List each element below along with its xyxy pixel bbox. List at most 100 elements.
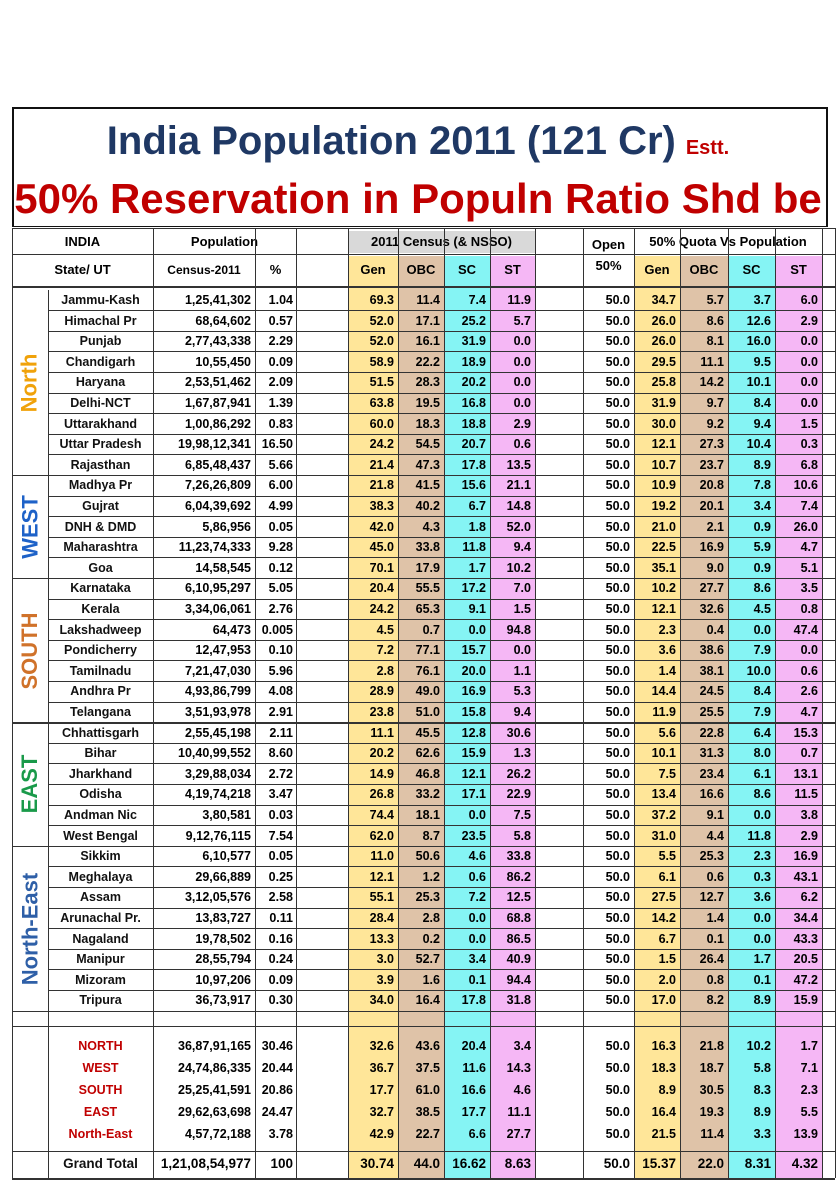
state-row-st: 0.6 — [490, 435, 535, 455]
state-row-st: 94.8 — [490, 620, 535, 641]
state-row-percent: 0.83 — [268, 416, 293, 431]
state-row-st: 7.0 — [490, 579, 535, 599]
state-row-obc: 41.5 — [398, 476, 444, 496]
state-row-qobc: 11.1 — [680, 352, 728, 373]
state-row-percent: 2.29 — [268, 334, 293, 349]
state-row-qgen: 31.0 — [634, 826, 680, 847]
state-row-st: 86.5 — [490, 929, 535, 950]
header-quota-sc: SC — [728, 256, 775, 284]
state-row-open: 50.0 — [583, 785, 634, 805]
summary-row-qgen: 21.5 — [634, 1125, 680, 1145]
state-row-st: 31.8 — [490, 991, 535, 1011]
state-row-percent: 0.10 — [268, 643, 293, 658]
state-row-name: Meghalaya — [68, 869, 133, 884]
column-fill-qsc — [728, 256, 775, 1178]
state-row-qobc: 4.4 — [680, 826, 728, 847]
summary-divider — [12, 1026, 835, 1027]
state-row-qobc: 0.4 — [680, 620, 728, 641]
state-row-population: 6,10,95,297 — [184, 581, 251, 596]
state-row-qsc: 8.6 — [728, 579, 775, 599]
column-fill-sc — [444, 256, 490, 1178]
row-divider — [48, 783, 835, 785]
state-row-qst: 34.4 — [775, 909, 822, 929]
grand-total-percent: 100 — [270, 1156, 293, 1171]
state-row-name: Punjab — [79, 334, 122, 349]
state-row-st: 13.5 — [490, 455, 535, 476]
state-row-population: 4,19,74,218 — [184, 787, 251, 802]
title-box — [12, 107, 828, 227]
state-row-name: Uttar Pradesh — [59, 437, 142, 452]
header-census-group: 2011 Census (& NSSO) — [348, 231, 535, 253]
column-divider — [444, 228, 445, 1178]
state-row-name: Odisha — [79, 787, 122, 802]
state-row-qobc: 27.3 — [680, 435, 728, 455]
state-row-open: 50.0 — [583, 373, 634, 393]
state-row-gen: 24.2 — [348, 600, 398, 620]
state-row-gen: 14.9 — [348, 764, 398, 785]
state-row-sc: 15.7 — [444, 641, 490, 661]
state-row-obc: 16.1 — [398, 332, 444, 352]
state-row-st: 11.9 — [490, 291, 535, 311]
summary-row-qst: 2.3 — [775, 1081, 822, 1101]
state-row-population: 7,26,26,809 — [184, 478, 251, 493]
state-row-qgen: 2.3 — [634, 620, 680, 641]
summary-row-population: 29,62,63,698 — [178, 1105, 251, 1119]
state-row-name: Maharashtra — [63, 540, 138, 555]
state-row-sc: 20.7 — [444, 435, 490, 455]
state-row-qst: 20.5 — [775, 950, 822, 970]
summary-row-qsc: 5.8 — [728, 1059, 775, 1079]
state-row-qsc: 0.3 — [728, 867, 775, 888]
state-row-qgen: 21.0 — [634, 517, 680, 538]
region-divider — [12, 1010, 835, 1013]
state-row-st: 1.1 — [490, 661, 535, 682]
state-row-qst: 7.4 — [775, 497, 822, 517]
state-row-gen: 28.4 — [348, 909, 398, 929]
summary-row-percent: 20.86 — [261, 1083, 293, 1097]
state-row-obc: 17.9 — [398, 558, 444, 579]
state-row-qst: 5.1 — [775, 558, 822, 579]
state-row-name: Nagaland — [72, 931, 129, 946]
column-divider — [728, 228, 729, 1178]
state-row-st: 5.3 — [490, 682, 535, 702]
grand-total-name: Grand Total — [63, 1156, 138, 1171]
state-row-obc: 0.2 — [398, 929, 444, 950]
state-row-qobc: 25.5 — [680, 703, 728, 723]
state-row-qst: 47.2 — [775, 970, 822, 991]
state-row-qgen: 11.9 — [634, 703, 680, 723]
state-row-qgen: 12.1 — [634, 435, 680, 455]
total-divider — [12, 1151, 835, 1152]
column-divider — [348, 228, 349, 1178]
state-row-population: 7,21,47,030 — [184, 663, 251, 678]
state-row-qobc: 8.2 — [680, 991, 728, 1011]
summary-row-sc: 6.6 — [444, 1125, 490, 1145]
state-row-percent: 0.24 — [268, 952, 293, 967]
summary-row-st: 11.1 — [490, 1103, 535, 1123]
state-row-qgen: 26.0 — [634, 332, 680, 352]
state-row-qst: 2.9 — [775, 311, 822, 332]
state-row-obc: 51.0 — [398, 703, 444, 723]
summary-row-population: 4,57,72,188 — [184, 1127, 251, 1141]
state-row-qobc: 12.7 — [680, 888, 728, 908]
region-divider — [12, 722, 835, 724]
header-pct: % — [269, 262, 282, 277]
state-row-gen: 3.9 — [348, 970, 398, 991]
state-row-st: 94.4 — [490, 970, 535, 991]
state-row-population: 2,53,51,462 — [184, 375, 251, 390]
state-row-qsc: 2.3 — [728, 847, 775, 867]
state-row-obc: 65.3 — [398, 600, 444, 620]
state-row-sc: 0.6 — [444, 867, 490, 888]
state-row-population: 10,55,450 — [195, 354, 251, 369]
summary-row-name: North-East — [68, 1127, 133, 1141]
state-row-obc: 49.0 — [398, 682, 444, 702]
state-row-qgen: 3.6 — [634, 641, 680, 661]
title-main: India Population 2011 (121 Cr) — [106, 119, 676, 163]
column-fill-qst — [775, 256, 822, 1178]
state-row-percent: 0.30 — [268, 993, 293, 1008]
state-row-open: 50.0 — [583, 703, 634, 723]
state-row-open: 50.0 — [583, 950, 634, 970]
state-row-gen: 7.2 — [348, 641, 398, 661]
state-row-qobc: 38.1 — [680, 661, 728, 682]
state-row-qgen: 22.5 — [634, 538, 680, 558]
state-row-st: 40.9 — [490, 950, 535, 970]
row-divider — [48, 433, 835, 435]
